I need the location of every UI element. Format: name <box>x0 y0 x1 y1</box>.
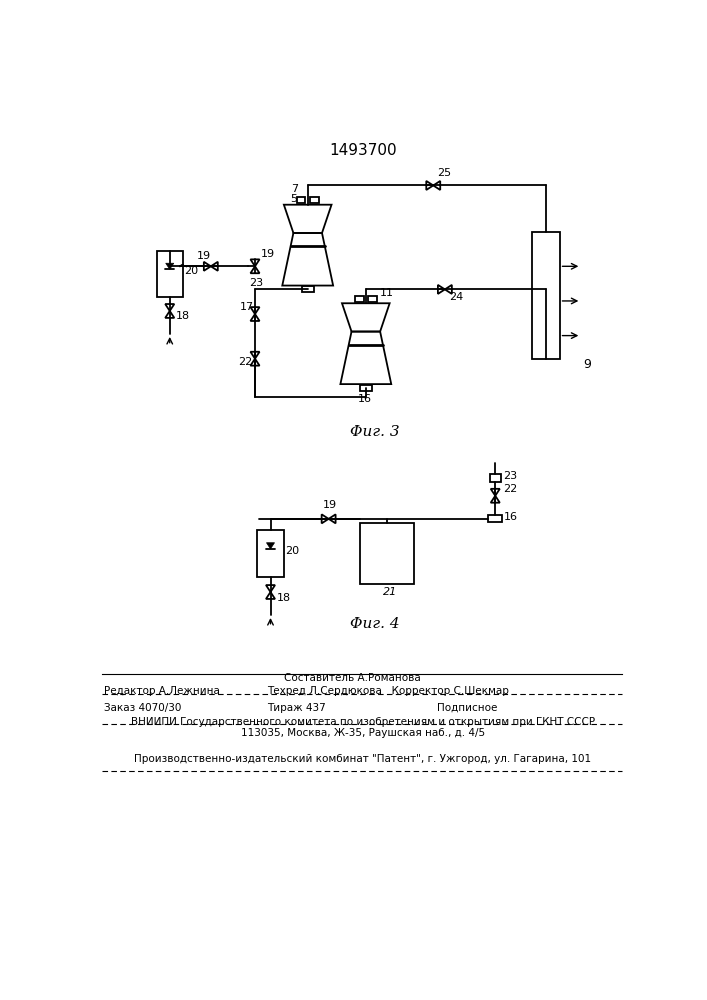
Text: 18: 18 <box>276 593 291 603</box>
Text: 19: 19 <box>323 500 337 510</box>
Text: 11: 11 <box>380 288 394 298</box>
Text: Составитель А.Романова: Составитель А.Романова <box>284 673 420 683</box>
Bar <box>360 385 372 391</box>
Text: 16: 16 <box>358 394 372 404</box>
Text: 22: 22 <box>238 357 252 367</box>
Bar <box>490 474 501 482</box>
Text: Техред Л.Сердюкова   Корректор С.Шекмар: Техред Л.Сердюкова Корректор С.Шекмар <box>267 686 508 696</box>
Text: Тираж 437: Тираж 437 <box>267 703 325 713</box>
Text: 22: 22 <box>503 484 518 494</box>
Text: 19: 19 <box>261 249 275 259</box>
Bar <box>360 523 414 584</box>
Text: 113035, Москва, Ж-35, Раушская наб., д. 4/5: 113035, Москва, Ж-35, Раушская наб., д. … <box>240 728 485 738</box>
Text: 20: 20 <box>185 266 199 276</box>
Text: 9: 9 <box>583 358 591 371</box>
Bar <box>257 530 284 577</box>
Bar <box>368 296 377 302</box>
Polygon shape <box>165 263 174 269</box>
Text: 19: 19 <box>197 251 211 261</box>
Text: 23: 23 <box>250 278 264 288</box>
Text: 18: 18 <box>176 311 190 321</box>
Text: Заказ 4070/30: Заказ 4070/30 <box>104 703 181 713</box>
Text: Редактор А.Лежнина: Редактор А.Лежнина <box>104 686 220 696</box>
Text: Производственно-издательский комбинат "Патент", г. Ужгород, ул. Гагарина, 101: Производственно-издательский комбинат "П… <box>134 754 591 764</box>
Bar <box>489 515 502 522</box>
Text: 7: 7 <box>291 184 298 194</box>
Text: 17: 17 <box>240 302 254 312</box>
Text: 24: 24 <box>449 292 463 302</box>
Bar <box>301 286 314 292</box>
Polygon shape <box>267 543 274 549</box>
Text: 1493700: 1493700 <box>329 143 397 158</box>
Text: 20: 20 <box>285 546 299 556</box>
Text: Φиг. 3: Φиг. 3 <box>350 425 400 439</box>
Bar <box>310 197 319 203</box>
Bar <box>156 251 183 297</box>
Text: 25: 25 <box>437 168 451 178</box>
Text: 5: 5 <box>291 194 298 204</box>
Bar <box>297 197 305 203</box>
Text: ВНИИПИ Государственного комитета по изобретениям и открытиям при ГКНТ СССР: ВНИИПИ Государственного комитета по изоб… <box>131 717 595 727</box>
Bar <box>532 232 559 359</box>
Bar <box>355 296 363 302</box>
Text: Φиг. 4: Φиг. 4 <box>350 617 400 631</box>
Text: 21: 21 <box>383 587 397 597</box>
Text: Подписное: Подписное <box>437 703 498 713</box>
Text: 16: 16 <box>504 512 518 522</box>
Text: 23: 23 <box>503 471 517 481</box>
